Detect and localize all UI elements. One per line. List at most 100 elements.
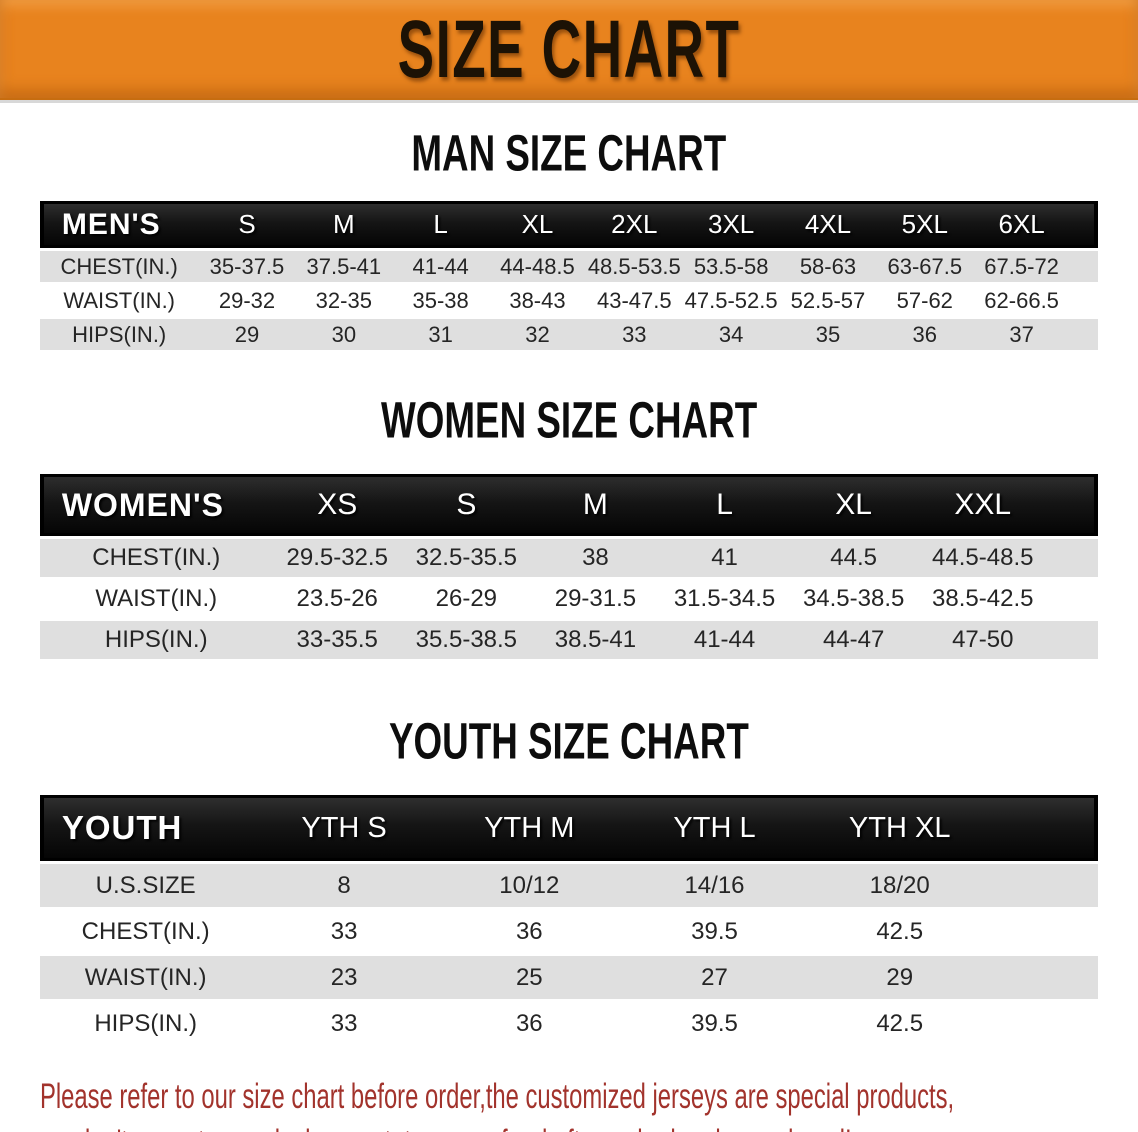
disclaimer-line-1: Please refer to our size chart before or…: [40, 1077, 955, 1116]
size-value-cell: 53.5-58: [682, 251, 780, 282]
column-header: YTH L: [621, 795, 808, 861]
size-value-cell: 34.5-38.5: [789, 580, 919, 618]
disclaimer: Please refer to our size chart before or…: [40, 1074, 1138, 1132]
row-label: CHEST(IN.): [39, 910, 252, 953]
page-title: SIZE CHART: [397, 3, 741, 95]
section-youth: YOUTH SIZE CHART YOUTH YTH S YTH M YTH L YTH …: [0, 712, 1138, 1048]
size-value-cell: 44-48.5: [489, 251, 586, 282]
row-label: CHEST(IN.): [39, 251, 199, 282]
table-row: HIPS(IN.) 29 30 31 32 33 34 35 36 37: [39, 319, 1099, 350]
spacer-cell: [1047, 580, 1099, 618]
table-header-label: YOUTH: [39, 795, 252, 861]
table-row: WAIST(IN.) 23.5-26 26-29 29-31.5 31.5-34.5 34…: [39, 580, 1099, 618]
size-value-cell: 14/16: [621, 864, 808, 907]
size-value-cell: 29: [807, 956, 993, 999]
table-row: HIPS(IN.) 33-35.5 35.5-38.5 38.5-41 41-44 44-…: [39, 621, 1099, 659]
section-womens: WOMEN SIZE CHART WOMEN'S XS S M L XL XXL CHEST(I…: [0, 391, 1138, 662]
size-value-cell: 32.5-35.5: [401, 539, 531, 577]
size-value-cell: 33: [585, 319, 683, 350]
row-label: WAIST(IN.): [39, 956, 252, 999]
size-value-cell: 58-63: [779, 251, 877, 282]
size-value-cell: 32: [489, 319, 586, 350]
youth-size-table: YOUTH YTH S YTH M YTH L YTH XL U.S.SIZE 8 10/12…: [39, 792, 1099, 1048]
size-value-cell: 38: [530, 539, 660, 577]
spacer-cell: [1070, 251, 1099, 282]
size-value-cell: 8: [251, 864, 437, 907]
column-header: 4XL: [779, 201, 877, 248]
row-label: WAIST(IN.): [39, 580, 273, 618]
column-header: 5XL: [876, 201, 974, 248]
size-value-cell: 35-38: [392, 285, 490, 316]
size-value-cell: 35: [779, 319, 877, 350]
table-row: CHEST(IN.) 33 36 39.5 42.5: [39, 910, 1099, 953]
size-value-cell: 47-50: [918, 621, 1048, 659]
size-value-cell: 38-43: [489, 285, 586, 316]
row-label: HIPS(IN.): [39, 319, 199, 350]
size-value-cell: 67.5-72: [973, 251, 1071, 282]
column-header: YTH XL: [807, 795, 993, 861]
section-heading-text: MAN SIZE CHART: [411, 124, 727, 182]
size-value-cell: 48.5-53.5: [585, 251, 683, 282]
size-value-cell: 52.5-57: [779, 285, 877, 316]
size-value-cell: 36: [436, 1002, 622, 1045]
section-heading-mens: MAN SIZE CHART: [0, 124, 1138, 182]
womens-size-table: WOMEN'S XS S M L XL XXL CHEST(IN.) 29.5-32.5 32.5…: [39, 471, 1099, 662]
column-header: XL: [489, 201, 586, 248]
size-value-cell: 42.5: [807, 910, 993, 953]
row-label: CHEST(IN.): [39, 539, 273, 577]
size-value-cell: 27: [621, 956, 808, 999]
size-value-cell: 29: [198, 319, 296, 350]
disclaimer-line-2: we don't accept cancel, change, teturn o…: [40, 1120, 852, 1132]
size-value-cell: 10/12: [436, 864, 622, 907]
column-header: L: [659, 474, 790, 536]
size-value-cell: 47.5-52.5: [682, 285, 780, 316]
size-value-cell: 26-29: [401, 580, 531, 618]
column-header: XS: [272, 474, 402, 536]
spacer-cell: [992, 864, 1099, 907]
table-header-row: WOMEN'S XS S M L XL XXL: [39, 474, 1099, 536]
size-chart-sections: MAN SIZE CHART MEN'S S M L XL 2XL 3XL 4XL 5XL 6XL C…: [0, 124, 1138, 1048]
table-header-label: MEN'S: [39, 201, 199, 248]
size-value-cell: 29.5-32.5: [272, 539, 402, 577]
column-header: L: [392, 201, 490, 248]
size-value-cell: 44-47: [789, 621, 919, 659]
table-row: CHEST(IN.) 35-37.5 37.5-41 41-44 44-48.5 48.5…: [39, 251, 1099, 282]
mens-size-table: MEN'S S M L XL 2XL 3XL 4XL 5XL 6XL CHEST(IN.) 35-37…: [39, 198, 1099, 353]
size-value-cell: 31.5-34.5: [659, 580, 790, 618]
size-value-cell: 36: [436, 910, 622, 953]
size-value-cell: 32-35: [295, 285, 393, 316]
spacer-cell: [1070, 201, 1099, 248]
size-value-cell: 18/20: [807, 864, 993, 907]
banner: SIZE CHART: [0, 0, 1138, 100]
size-value-cell: 34: [682, 319, 780, 350]
size-value-cell: 57-62: [876, 285, 974, 316]
column-header: XL: [789, 474, 919, 536]
size-value-cell: 31: [392, 319, 490, 350]
column-header: YTH M: [436, 795, 622, 861]
size-value-cell: 63-67.5: [876, 251, 974, 282]
size-value-cell: 30: [295, 319, 393, 350]
size-value-cell: 33: [251, 910, 437, 953]
row-label: U.S.SIZE: [39, 864, 252, 907]
spacer-cell: [1047, 539, 1099, 577]
column-header: YTH S: [251, 795, 437, 861]
size-value-cell: 36: [876, 319, 974, 350]
column-header: M: [295, 201, 393, 248]
column-header: 2XL: [585, 201, 683, 248]
spacer-cell: [1070, 319, 1099, 350]
size-value-cell: 35.5-38.5: [401, 621, 531, 659]
table-header-row: MEN'S S M L XL 2XL 3XL 4XL 5XL 6XL: [39, 201, 1099, 248]
section-heading-text: WOMEN SIZE CHART: [380, 391, 758, 449]
size-value-cell: 33: [251, 1002, 437, 1045]
size-value-cell: 42.5: [807, 1002, 993, 1045]
size-value-cell: 29-31.5: [530, 580, 660, 618]
column-header: 6XL: [973, 201, 1071, 248]
table-header-row: YOUTH YTH S YTH M YTH L YTH XL: [39, 795, 1099, 861]
section-heading-youth: YOUTH SIZE CHART: [0, 712, 1138, 769]
spacer-cell: [992, 910, 1099, 953]
column-header: S: [401, 474, 531, 536]
size-value-cell: 43-47.5: [585, 285, 683, 316]
size-value-cell: 62-66.5: [973, 285, 1071, 316]
size-value-cell: 44.5: [789, 539, 919, 577]
size-value-cell: 38.5-42.5: [918, 580, 1048, 618]
